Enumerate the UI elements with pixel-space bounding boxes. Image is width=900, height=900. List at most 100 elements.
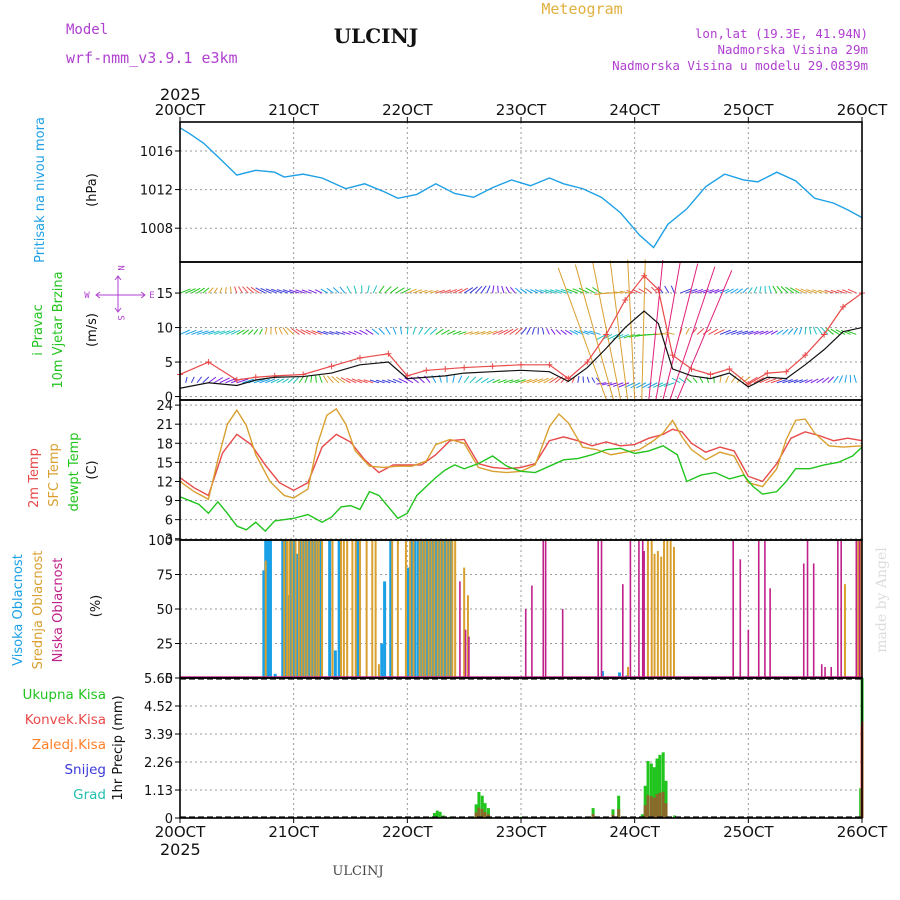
wind-arrow	[651, 286, 658, 294]
wind-arrow	[578, 330, 590, 335]
wind-arrow	[665, 331, 675, 335]
mid-cloud-bar	[317, 540, 320, 678]
wind-arrow	[799, 379, 808, 384]
wind-gust-marker	[655, 286, 662, 293]
wind-arrow	[446, 288, 457, 294]
total-precip-bar	[474, 804, 478, 818]
wind-arrow	[725, 330, 737, 335]
wind-arrow	[342, 331, 351, 335]
mid-cloud-bar	[303, 540, 306, 678]
wind-arrow	[785, 286, 795, 294]
wind-arrow	[202, 287, 210, 294]
y-tick-label: 15	[156, 456, 173, 471]
wind-arrow	[753, 330, 764, 335]
wind-arrow	[736, 288, 743, 294]
x-tick-label-bottom: 23OCT	[496, 823, 547, 841]
wind-arrow	[800, 288, 812, 294]
wind-arrow	[759, 286, 762, 294]
wind-arrow	[323, 330, 334, 335]
wind-arrow	[463, 375, 470, 384]
wind-arrow	[213, 287, 218, 294]
y-tick-label: 25	[156, 638, 173, 653]
mid-cloud-bar	[857, 540, 860, 678]
wind-arrow	[577, 376, 580, 383]
wind-arrow	[809, 326, 812, 335]
wind-gust-marker	[518, 361, 524, 368]
mid-cloud-bar	[454, 540, 457, 678]
mid-cloud-bar	[672, 546, 675, 678]
wind-arrow	[526, 327, 532, 335]
wind-arrow	[278, 327, 283, 335]
frozen-precip-bar	[646, 795, 650, 818]
wind-gust-marker	[356, 354, 363, 361]
wind-arrow	[753, 377, 765, 384]
mid-cloud-bar	[346, 540, 349, 678]
wind-arrow	[236, 329, 245, 335]
wind-arrow	[191, 287, 201, 294]
wind-arrow	[671, 377, 681, 384]
high-cloud-bar	[422, 540, 426, 678]
mid-cloud-bar	[424, 540, 427, 678]
wind-arrow	[300, 329, 311, 335]
mid-cloud-bar	[331, 540, 334, 678]
wind-arrow	[632, 289, 641, 294]
low-cloud-bar	[468, 636, 470, 678]
wind-arrow	[308, 289, 317, 294]
wind-arrow	[789, 287, 800, 294]
x-tick-label-bottom: 20OCT	[155, 823, 206, 841]
y-tick-label: 6	[165, 514, 173, 529]
wind-arrow	[793, 379, 803, 384]
low-cloud-bar	[629, 540, 632, 678]
high-cloud-bar	[406, 567, 410, 678]
wind-arrow	[365, 329, 374, 335]
wind-arrow	[804, 326, 807, 335]
wind-arrow	[219, 330, 231, 335]
total-precip-bar	[652, 767, 656, 818]
temp-legend-label: dewpt Temp	[67, 432, 82, 511]
wind-arrow	[314, 289, 323, 294]
wind-arrow	[747, 287, 753, 294]
wind-arrow	[475, 377, 483, 384]
wind-gust-marker	[328, 363, 335, 370]
mid-cloud-bar	[291, 540, 294, 678]
lonlat-text: lon,lat (19.3E, 41.94N)	[695, 26, 868, 41]
y-tick-label: 0	[165, 672, 173, 687]
storm-wind-arrow	[574, 264, 614, 400]
wind-arrow	[804, 379, 813, 384]
wind-direction-compass	[95, 275, 146, 313]
wind-arrow	[276, 378, 285, 384]
wind-arrow	[714, 329, 725, 335]
total-precip-bar	[664, 780, 668, 818]
wind-arrow	[213, 330, 226, 335]
wind-arrow	[532, 378, 544, 384]
wind-arrow	[770, 378, 783, 384]
wind-arrow	[385, 327, 391, 335]
mid-cloud-bar	[860, 540, 863, 678]
wind-arrow	[685, 327, 690, 335]
total-precip-bar	[643, 785, 647, 818]
wind-arrow	[395, 287, 405, 294]
wind-arrow	[435, 289, 445, 294]
low-cloud-bar	[459, 581, 461, 678]
wind-arrow	[636, 382, 647, 389]
frozen-precip-bar	[480, 809, 484, 818]
low-cloud-bar	[641, 540, 644, 678]
frozen-precip-bar	[611, 814, 615, 818]
y-tick-label: 21	[156, 418, 173, 433]
mid-cloud-bar	[663, 540, 666, 678]
wind-gust-marker	[546, 361, 553, 368]
low-cloud-bar	[858, 540, 861, 678]
wind-arrow	[208, 330, 220, 335]
precip-legend-label: Grad	[73, 787, 106, 803]
wind-arrow	[830, 289, 840, 294]
wind-arrow	[480, 377, 489, 384]
high-cloud-bar	[333, 650, 337, 678]
wind-arrow	[486, 285, 491, 294]
y-tick-label: 4.52	[144, 700, 173, 715]
wind-arrow	[827, 376, 835, 384]
high-cloud-bar	[428, 540, 432, 678]
x-tick-label-top: 22OCT	[382, 101, 433, 119]
wind-arrow	[509, 379, 520, 384]
wind-arrow	[670, 285, 675, 294]
wind-arrow	[492, 379, 501, 384]
